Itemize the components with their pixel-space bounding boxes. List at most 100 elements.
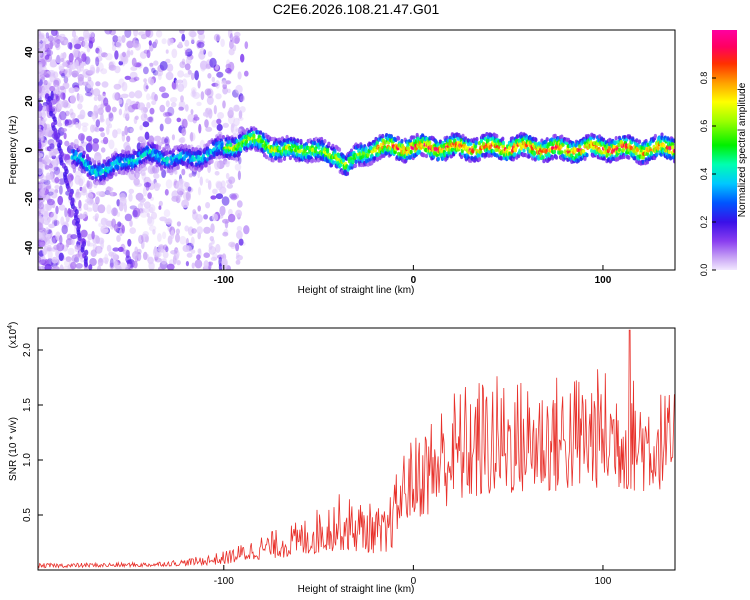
heatmap-noise-cell (184, 63, 191, 71)
heatmap-noise-cell (139, 51, 147, 59)
heatmap-noise-cell (184, 49, 188, 57)
heatmap-noise-cell (59, 85, 65, 91)
heatmap-ridge-cell (655, 152, 659, 157)
heatmap-noise-cell (187, 186, 192, 192)
heatmap-noise-cell (54, 185, 60, 190)
heatmap-ridge-cell (424, 153, 429, 159)
heatmap-noise-cell (76, 92, 80, 102)
heatmap-ridge-cell (592, 133, 596, 139)
snr-y-tick-label: 1.5 (22, 398, 33, 412)
heatmap-noise-cell (210, 195, 217, 200)
heatmap-noise-cell (149, 107, 155, 115)
heatmap-noise-cell (117, 35, 122, 43)
heatmap-noise-cell (163, 244, 168, 251)
heatmap-noise-cell (187, 69, 192, 75)
heatmap-noise-cell (79, 95, 84, 103)
heatmap-noise-cell (97, 107, 104, 115)
heatmap-noise-cell (121, 81, 128, 92)
heatmap-ridge-cell (368, 142, 372, 147)
heatmap-noise-cell (59, 111, 67, 121)
colorbar-tick-label: 0.6 (699, 120, 709, 133)
heatmap-noise-cell (55, 95, 60, 102)
heatmap-noise-cell (235, 209, 243, 218)
heatmap-ridge-cell (252, 133, 256, 138)
heatmap-noise-cell (38, 165, 43, 176)
heatmap-noise-cell (50, 150, 54, 157)
heatmap-noise-cell (148, 225, 157, 232)
heatmap-noise-cell (214, 171, 220, 176)
heatmap-noise-cell (38, 110, 42, 117)
snr-y-tick-label: 0.5 (22, 508, 33, 522)
heatmap-ridge-cell (341, 158, 346, 163)
heatmap-noise-cell (87, 76, 92, 82)
heatmap-ridge-cell (582, 149, 586, 154)
heatmap-noise-cell (184, 104, 189, 112)
heatmap-ridge-cell (533, 151, 537, 156)
heatmap-noise-cell (146, 93, 151, 101)
heatmap-noise-cell (100, 68, 108, 75)
heatmap-noise-cell (227, 88, 231, 94)
heatmap-noise-cell (72, 87, 80, 93)
heatmap-ridge-cell (158, 145, 162, 150)
heatmap-noise-cell (58, 252, 64, 261)
heatmap-noise-cell (42, 86, 48, 96)
heatmap-noise-cell (122, 51, 126, 58)
heatmap-noise-cell (128, 91, 136, 99)
heatmap-noise-cell (38, 124, 42, 131)
heatmap-noise-cell (45, 32, 50, 39)
heatmap-noise-cell (236, 225, 243, 232)
heatmap-ridge-cell (133, 150, 137, 156)
heatmap-noise-cell (111, 106, 117, 113)
heatmap-noise-cell (38, 183, 46, 189)
heatmap-noise-cell (190, 236, 195, 246)
heatmap-noise-cell (116, 128, 122, 135)
heatmap-noise-cell (80, 141, 88, 147)
heatmap-ridge-cell (116, 165, 120, 170)
heatmap-noise-cell (45, 49, 54, 57)
heatmap-noise-cell (112, 35, 119, 43)
heatmap-noise-cell (108, 112, 114, 122)
heatmap-noise-cell (50, 247, 58, 252)
heatmap-noise-cell (145, 85, 149, 90)
heatmap-noise-cell (78, 133, 85, 141)
colorbar: 0.0 0.2 0.4 0.6 0.8 Normalized spectral ampl… (699, 30, 748, 276)
heatmap-noise-cell (211, 76, 216, 83)
heatmap-noise-cell (126, 50, 131, 58)
heatmap-noise-cell (234, 37, 240, 45)
heatmap-noise-cell (230, 242, 236, 249)
heatmap-noise-cell (38, 229, 45, 239)
heatmap-noise-cell (44, 190, 51, 201)
heatmap-noise-cell (47, 35, 54, 42)
heatmap-noise-cell (139, 125, 143, 131)
heatmap-noise-cell (169, 97, 178, 103)
heatmap-noise-cell (69, 94, 76, 105)
heatmap-noise-cell (154, 94, 158, 102)
heatmap-ridge-cell (488, 145, 492, 150)
heatmap-noise-cell (114, 65, 121, 74)
heatmap-noise-cell (212, 252, 218, 261)
heatmap-noise-cell (170, 229, 175, 240)
heatmap-noise-cell (44, 43, 50, 50)
heatmap-noise-cell (124, 30, 132, 38)
heatmap-noise-cell (237, 170, 241, 181)
heatmap-noise-cell (102, 91, 106, 97)
heatmap-noise-cell (49, 40, 53, 50)
heatmap-noise-cell (128, 170, 136, 181)
heatmap-noise-cell (197, 30, 205, 35)
heatmap-noise-cell (38, 73, 41, 83)
heatmap-noise-cell (143, 78, 148, 83)
heatmap-noise-cell (225, 80, 231, 85)
heatmap-noise-cell (184, 181, 190, 188)
heatmap-ridge-cell (88, 174, 92, 180)
heatmap-ridge-cell (554, 155, 559, 160)
heatmap-ridge-cell (517, 153, 521, 159)
heatmap-ridge-cell (448, 135, 452, 141)
heatmap-noise-cell (138, 197, 146, 203)
heatmap-ridge-cell (560, 150, 564, 155)
heatmap-noise-cell (108, 139, 115, 150)
heatmap-noise-cell (101, 81, 109, 88)
heatmap-noise-cell (128, 193, 133, 202)
heatmap-noise-cell (143, 82, 149, 92)
heatmap-ridge-cell (409, 149, 413, 155)
heatmap-noise-cell (225, 63, 231, 70)
